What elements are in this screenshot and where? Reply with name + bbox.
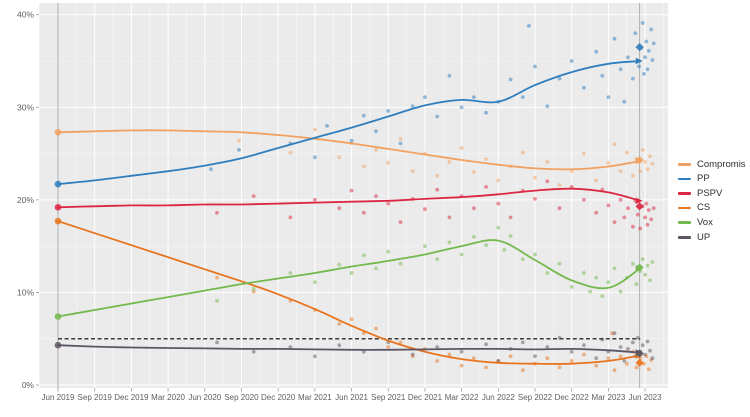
x-axis-tick-label: Mar 2022: [445, 393, 479, 402]
y-axis-tick-label: 10%: [17, 287, 34, 297]
legend-label-vox: Vox: [697, 216, 713, 228]
legend-item-pp: PP: [678, 172, 746, 187]
start-marker-compromis: [54, 128, 62, 136]
chart-legend: Compromis PP PSPV CS Vox UP: [678, 157, 746, 245]
result-marker-cs: [635, 358, 644, 367]
legend-swatch-cs: [678, 206, 691, 210]
start-marker-cs: [54, 217, 62, 225]
x-axis-tick-label: Sep 2020: [224, 393, 259, 402]
x-axis-tick-label: Jun 2023: [629, 393, 662, 402]
x-axis-tick-label: Mar 2023: [592, 393, 626, 402]
y-axis-tick-label: 0%: [22, 380, 35, 390]
x-axis-labels: Jun 2019 Sep 2019 Dec 2019 Mar 2020 Jun 2020…: [42, 393, 663, 402]
legend-label-pp: PP: [697, 173, 710, 185]
grid-major: [39, 3, 668, 388]
legend-swatch-pspv: [678, 192, 691, 195]
legend-item-cs: CS: [678, 201, 746, 216]
x-axis-tick-label: Jun 2021: [335, 393, 368, 402]
legend-item-pspv: PSPV: [678, 186, 746, 201]
legend-swatch-pp: [678, 177, 691, 181]
scatter-points-compromis: [237, 127, 655, 187]
axis-ticks: [36, 14, 646, 392]
y-axis-tick-label: 20%: [17, 195, 34, 205]
legend-label-compromis: Compromis: [697, 158, 746, 170]
x-axis-tick-label: Dec 2019: [114, 393, 149, 402]
x-axis-tick-label: Jun 2022: [482, 393, 515, 402]
x-axis-tick-label: Sep 2021: [371, 393, 406, 402]
end-arrow-pp: [635, 57, 643, 65]
legend-label-cs: CS: [697, 202, 711, 214]
legend-item-compromis: Compromis: [678, 157, 746, 172]
legend-swatch-vox: [678, 221, 691, 224]
start-marker-pp: [54, 180, 62, 188]
x-axis-tick-label: Sep 2019: [78, 393, 113, 402]
x-axis-tick-label: Dec 2022: [555, 393, 590, 402]
y-axis-labels: 0% 10% 20% 30% 40%: [17, 10, 34, 390]
trend-line-compromis: [57, 129, 642, 171]
trend-line-cs: [57, 220, 642, 365]
legend-swatch-up: [678, 235, 691, 239]
trend-line-pspv: [57, 187, 642, 209]
scatter-points-pp: [209, 21, 656, 172]
trend-line-up: [57, 344, 642, 354]
x-axis-tick-label: Mar 2020: [151, 393, 185, 402]
x-axis-tick-label: Mar 2021: [298, 393, 332, 402]
x-axis-tick-label: Jun 2020: [188, 393, 221, 402]
x-axis-tick-label: Dec 2021: [408, 393, 443, 402]
scatter-points-up: [215, 331, 655, 363]
trend-line-pp: [57, 60, 642, 185]
legend-label-up: UP: [697, 231, 711, 243]
start-marker-up: [54, 341, 62, 349]
legend-item-up: UP: [678, 230, 746, 245]
plot-panel: [39, 3, 668, 388]
y-axis-tick-label: 40%: [17, 10, 34, 20]
result-marker-compromis: [635, 155, 644, 165]
legend-swatch-compromis: [678, 163, 691, 166]
start-marker-pspv: [54, 203, 62, 211]
legend-label-pspv: PSPV: [697, 187, 723, 199]
trend-line-vox: [57, 239, 642, 318]
x-axis-tick-label: Sep 2022: [518, 393, 553, 402]
scatter-points-vox: [215, 225, 655, 303]
x-axis-tick-label: Dec 2020: [261, 393, 296, 402]
start-marker-vox: [54, 313, 62, 320]
y-axis-tick-label: 30%: [17, 102, 34, 112]
end-arrow-pspv: [635, 197, 643, 204]
x-axis-tick-label: Jun 2019: [42, 393, 75, 402]
legend-item-vox: Vox: [678, 215, 746, 230]
